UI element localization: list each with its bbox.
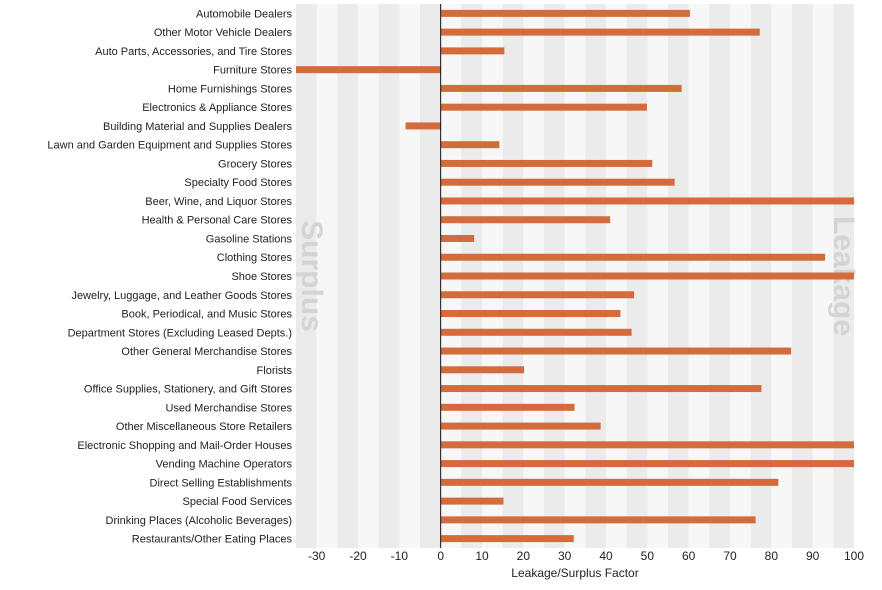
bar [440,141,500,149]
x-axis-title: Leakage/Surplus Factor [511,566,638,580]
category-label: Jewelry, Luggage, and Leather Goods Stor… [71,290,292,302]
bar [440,291,635,299]
category-label: Drinking Places (Alcoholic Beverages) [106,515,292,527]
bar [440,178,675,186]
category-label: Home Furnishings Stores [168,83,293,95]
bar [440,159,653,167]
category-label: Health & Personal Care Stores [142,215,293,227]
x-tick-label: 70 [723,549,737,563]
category-labels: Automobile Dealers Other Motor Vehicle De… [47,8,292,545]
bars [296,9,854,543]
category-label: Lawn and Garden Equipment and Supplies S… [47,140,292,152]
surplus-region-label: Surplus [295,220,328,332]
bar [440,28,760,36]
bar [440,403,575,411]
category-label: Electronics & Appliance Stores [142,102,292,114]
x-tick-label: 80 [765,549,779,563]
x-tick-label: 50 [641,549,655,563]
grid-band [399,4,420,548]
category-label: Office Supplies, Stationery, and Gift St… [84,384,293,396]
bar [440,497,504,505]
category-label: Clothing Stores [217,252,293,264]
x-tick-label: 90 [806,549,820,563]
bar [440,328,632,336]
category-label: Shoe Stores [231,271,292,283]
bar [296,66,441,74]
category-label: Grocery Stores [218,158,292,170]
grid-band [358,4,379,548]
bar [440,385,762,393]
category-label: Department Stores (Excluding Leased Dept… [68,327,292,339]
category-label: Used Merchandise Stores [165,402,292,414]
bar [405,122,441,130]
grid-band [316,4,338,548]
bar [440,516,756,524]
category-label: Special Food Services [183,496,293,508]
x-tick-label: 40 [599,549,613,563]
x-tick-label: 0 [437,549,444,563]
category-label: Electronic Shopping and Mail-Order House… [77,440,292,452]
x-tick-label: 10 [475,549,489,563]
bar [440,84,682,92]
category-label: Other General Merchandise Stores [121,346,292,358]
bar [440,197,854,205]
x-tick-label: 20 [517,549,531,563]
x-tick-label: 60 [682,549,696,563]
bar [440,216,611,224]
x-tick-labels: -30 -20 -10 0 10 20 30 40 50 60 70 80 90 100 [308,549,864,563]
category-label: Book, Periodical, and Music Stores [121,309,292,321]
category-label: Furniture Stores [213,65,292,77]
x-tick-label: 30 [558,549,572,563]
category-label: Direct Selling Establishments [150,477,293,489]
grid-band [420,4,441,548]
bar [440,422,601,430]
bar [440,441,854,449]
category-label: Beer, Wine, and Liquor Stores [145,196,292,208]
category-label: Vending Machine Operators [156,459,293,471]
bar [440,347,792,355]
category-label: Building Material and Supplies Dealers [103,121,292,133]
grid-band [296,4,317,548]
bar [440,310,621,318]
x-tick-label: -30 [308,549,326,563]
bar [440,103,647,111]
category-label: Automobile Dealers [196,8,292,20]
grid-band [378,4,400,548]
bar [440,478,779,486]
category-label: Specialty Food Stores [184,177,292,189]
x-tick-label: 100 [844,549,864,563]
bar [440,535,574,543]
bar [440,272,854,280]
category-label: Auto Parts, Accessories, and Tire Stores [95,46,292,58]
bar [440,9,690,17]
bar [440,47,505,55]
bar [440,234,475,242]
category-label: Other Motor Vehicle Dealers [154,27,293,39]
grid-band [337,4,358,548]
bar [440,460,854,468]
bar [440,253,826,261]
x-tick-label: -10 [391,549,409,563]
bar [440,366,525,374]
category-label: Restaurants/Other Eating Places [132,534,293,546]
x-tick-label: -20 [349,549,367,563]
category-label: Other Miscellaneous Store Retailers [116,421,293,433]
category-label: Florists [257,365,293,377]
category-label: Gasoline Stations [206,233,293,245]
